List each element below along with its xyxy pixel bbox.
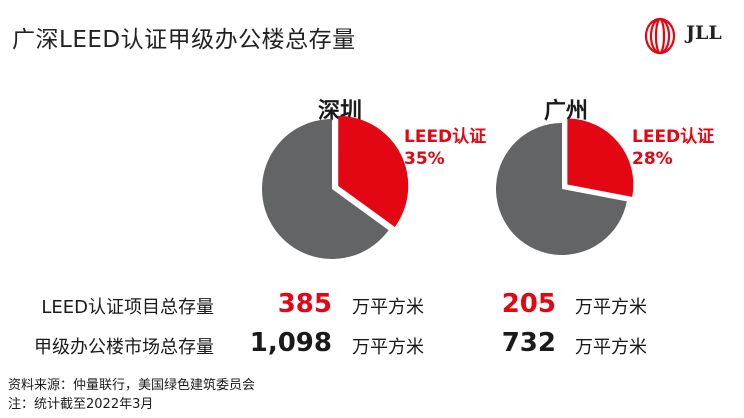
pie-title-guangzhou: 广州: [543, 99, 589, 124]
value-guangzhou-leed: 205: [501, 289, 556, 319]
footnote-source: 资料来源：仲量联行，美国绿色建筑委员会: [8, 378, 256, 393]
jll-logo-icon: [644, 17, 676, 55]
unit-guangzhou-leed: 万平方米: [575, 297, 647, 318]
unit-guangzhou-total: 万平方米: [575, 337, 647, 358]
footnote-note: 注：统计截至2022年3月: [8, 397, 154, 412]
value-guangzhou-total: 732: [501, 328, 556, 358]
pie-label-shenzhen-name: LEED认证: [404, 127, 487, 147]
value-shenzhen-leed: 385: [277, 289, 332, 319]
value-shenzhen-total: 1,098: [249, 328, 332, 358]
row-label-grade-a-stock: 甲级办公楼市场总存量: [34, 337, 214, 358]
unit-shenzhen-leed: 万平方米: [352, 297, 424, 318]
logo-text: JLL: [686, 22, 722, 44]
pie-label-guangzhou: LEED认证 28%: [632, 126, 714, 170]
pie-label-shenzhen-value: 35%: [404, 149, 445, 169]
pie-slice-shenzhen-other: [261, 118, 389, 260]
pie-label-guangzhou-name: LEED认证: [632, 127, 715, 147]
pie-slice-guangzhou-other: [495, 123, 627, 255]
page-title: 广深LEED认证甲级办公楼总存量: [12, 27, 356, 53]
pie-slice-shenzhen-leed: [338, 115, 409, 227]
row-label-leed-stock: LEED认证项目总存量: [41, 297, 214, 318]
pie-label-shenzhen: LEED认证 35%: [404, 126, 486, 170]
pie-slice-guangzhou-leed: [567, 118, 634, 197]
unit-shenzhen-total: 万平方米: [352, 337, 424, 358]
pie-label-guangzhou-value: 28%: [632, 149, 673, 169]
